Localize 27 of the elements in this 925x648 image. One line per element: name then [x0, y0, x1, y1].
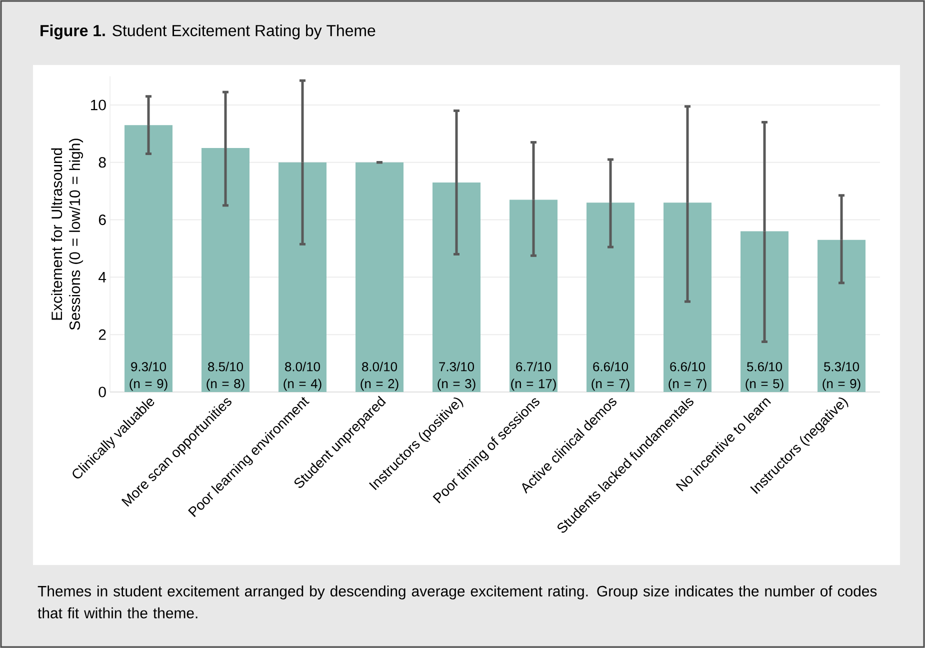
data-label: 5.3/10 (n = 9)	[822, 362, 860, 391]
bar	[432, 182, 481, 392]
bar	[818, 240, 866, 392]
bar	[586, 202, 635, 392]
text: Themes in student excitement arranged by descending average excitement rating. Group size indicates the number of codes that fit within the theme.	[38, 586, 877, 618]
bar	[124, 125, 173, 392]
y-tick-label: 8	[98, 157, 106, 168]
y-tick-label: 6	[98, 214, 106, 226]
bar	[356, 162, 404, 392]
data-label: 6.6/10 (n = 7)	[668, 362, 706, 391]
bar	[278, 162, 327, 392]
data-label: 6.6/10 (n = 7)	[592, 362, 630, 391]
data-label: 8.5/10 (n = 8)	[206, 362, 244, 391]
data-label: 8.0/10 (n = 4)	[284, 362, 322, 391]
bar	[510, 200, 558, 392]
y-tick-label: 2	[98, 329, 106, 340]
data-label: 7.3/10 (n = 3)	[438, 362, 476, 391]
y-tick-label: 0	[98, 386, 106, 398]
chart-title: Figure 1. Student Excitement Rating by Theme	[40, 24, 376, 40]
data-label: 5.6/10 (n = 5)	[746, 362, 784, 391]
y-tick-label: 4	[98, 272, 106, 282]
data-label: 9.3/10 (n = 9)	[130, 362, 168, 391]
data-label: 6.7/10 (n = 17)	[511, 362, 556, 391]
y-axis-title: Excitement for Ultrasound Sessions (0 = low/10 = high)	[51, 138, 84, 330]
data-label: 8.0/10 (n = 2)	[360, 362, 398, 391]
bar	[202, 148, 250, 392]
y-tick-label: 10	[91, 100, 106, 110]
